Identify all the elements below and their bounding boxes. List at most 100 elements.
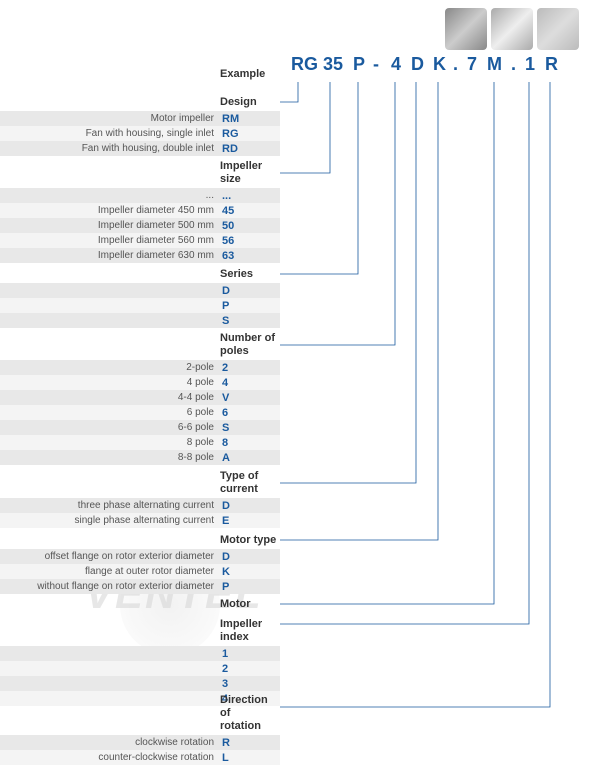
product-img-2 bbox=[491, 8, 533, 50]
row-desc: without flange on rotor exterior diamete… bbox=[0, 581, 220, 592]
section-row: Fan with housing, single inletRG bbox=[0, 126, 280, 141]
section-title-4: Type ofcurrent bbox=[0, 468, 280, 498]
section-row: Motor impellerRM bbox=[0, 111, 280, 126]
row-code: RD bbox=[220, 143, 280, 155]
row-code: S bbox=[220, 315, 280, 327]
code-part-0: RG bbox=[291, 54, 318, 75]
row-code: 2 bbox=[220, 663, 280, 675]
row-code: L bbox=[220, 752, 280, 764]
row-code: RM bbox=[220, 113, 280, 125]
row-code: 2 bbox=[220, 362, 280, 374]
section-row: counter-clockwise rotationL bbox=[0, 750, 280, 765]
row-desc: offset flange on rotor exterior diameter bbox=[0, 551, 220, 562]
section-row: 8-8 poleA bbox=[0, 450, 280, 465]
section-row: 4-4 poleV bbox=[0, 390, 280, 405]
code-part-2: P bbox=[353, 54, 365, 75]
row-desc: single phase alternating current bbox=[0, 515, 220, 526]
row-code: 3 bbox=[220, 678, 280, 690]
row-code: D bbox=[220, 551, 280, 563]
code-part-11: 1 bbox=[525, 54, 535, 75]
row-code: 8 bbox=[220, 437, 280, 449]
section-row: single phase alternating currentE bbox=[0, 513, 280, 528]
row-code: A bbox=[220, 452, 280, 464]
code-part-9: M bbox=[487, 54, 502, 75]
row-desc: Motor impeller bbox=[0, 113, 220, 124]
row-code: R bbox=[220, 737, 280, 749]
row-code: 63 bbox=[220, 250, 280, 262]
section-row: Impeller diameter 560 mm56 bbox=[0, 233, 280, 248]
row-desc: 2-pole bbox=[0, 362, 220, 373]
product-img-1 bbox=[445, 8, 487, 50]
section-row: 4 pole4 bbox=[0, 375, 280, 390]
section-title-2: Series bbox=[0, 266, 280, 283]
code-part-5: D bbox=[411, 54, 424, 75]
section-row: Impeller diameter 500 mm50 bbox=[0, 218, 280, 233]
section-1: Impellersize......Impeller diameter 450 … bbox=[0, 158, 280, 263]
row-code: 50 bbox=[220, 220, 280, 232]
example-row: Example RG35P-4DK.7M.1R bbox=[0, 64, 589, 88]
row-desc: Impeller diameter 450 mm bbox=[0, 205, 220, 216]
row-desc: Impeller diameter 560 mm bbox=[0, 235, 220, 246]
row-code: RG bbox=[220, 128, 280, 140]
row-code: S bbox=[220, 422, 280, 434]
row-code: 4 bbox=[220, 377, 280, 389]
code-part-12: R bbox=[545, 54, 558, 75]
row-desc: 4 pole bbox=[0, 377, 220, 388]
section-8: Direction ofrotationclockwise rotationRc… bbox=[0, 692, 280, 765]
section-title-8: Direction ofrotation bbox=[0, 692, 280, 735]
row-code: D bbox=[220, 285, 280, 297]
section-row: 8 pole8 bbox=[0, 435, 280, 450]
code-part-3: - bbox=[373, 54, 379, 75]
row-desc: three phase alternating current bbox=[0, 500, 220, 511]
row-code: E bbox=[220, 515, 280, 527]
product-img-3 bbox=[537, 8, 579, 50]
row-code: K bbox=[220, 566, 280, 578]
code-part-10: . bbox=[511, 54, 516, 75]
row-code: V bbox=[220, 392, 280, 404]
section-title-6: Motor bbox=[0, 596, 280, 613]
product-images bbox=[445, 8, 579, 50]
section-title-5: Motor type bbox=[0, 532, 280, 549]
section-row: Impeller diameter 450 mm45 bbox=[0, 203, 280, 218]
section-row: 6-6 poleS bbox=[0, 420, 280, 435]
code-part-7: . bbox=[453, 54, 458, 75]
section-row: clockwise rotationR bbox=[0, 735, 280, 750]
code-part-4: 4 bbox=[391, 54, 401, 75]
section-0: DesignMotor impellerRMFan with housing, … bbox=[0, 94, 280, 156]
section-2: SeriesDPS bbox=[0, 266, 280, 328]
section-row: Fan with housing, double inletRD bbox=[0, 141, 280, 156]
row-desc: flange at outer rotor diameter bbox=[0, 566, 220, 577]
row-code: 45 bbox=[220, 205, 280, 217]
section-row: S bbox=[0, 313, 280, 328]
section-row: 2 bbox=[0, 661, 280, 676]
row-desc: Fan with housing, single inlet bbox=[0, 128, 220, 139]
section-row: 1 bbox=[0, 646, 280, 661]
code-part-1: 35 bbox=[323, 54, 343, 75]
section-row: 2-pole2 bbox=[0, 360, 280, 375]
section-row: without flange on rotor exterior diamete… bbox=[0, 579, 280, 594]
row-desc: 8-8 pole bbox=[0, 452, 220, 463]
section-row: ...... bbox=[0, 188, 280, 203]
section-4: Type ofcurrentthree phase alternating cu… bbox=[0, 468, 280, 528]
section-3: Number ofpoles2-pole24 pole44-4 poleV6 p… bbox=[0, 330, 280, 465]
row-code: P bbox=[220, 581, 280, 593]
row-desc: Fan with housing, double inlet bbox=[0, 143, 220, 154]
section-row: three phase alternating currentD bbox=[0, 498, 280, 513]
section-row: flange at outer rotor diameterK bbox=[0, 564, 280, 579]
section-row: 3 bbox=[0, 676, 280, 691]
section-row: 6 pole6 bbox=[0, 405, 280, 420]
row-desc: 6-6 pole bbox=[0, 422, 220, 433]
row-desc: counter-clockwise rotation bbox=[0, 752, 220, 763]
section-title-3: Number ofpoles bbox=[0, 330, 280, 360]
row-code: 1 bbox=[220, 648, 280, 660]
row-desc: 4-4 pole bbox=[0, 392, 220, 403]
section-row: D bbox=[0, 283, 280, 298]
section-row: offset flange on rotor exterior diameter… bbox=[0, 549, 280, 564]
row-desc: 6 pole bbox=[0, 407, 220, 418]
section-title-0: Design bbox=[0, 94, 280, 111]
row-code: D bbox=[220, 500, 280, 512]
section-6: Motor bbox=[0, 596, 280, 613]
section-title-1: Impellersize bbox=[0, 158, 280, 188]
code-part-8: 7 bbox=[467, 54, 477, 75]
row-desc: Impeller diameter 630 mm bbox=[0, 250, 220, 261]
